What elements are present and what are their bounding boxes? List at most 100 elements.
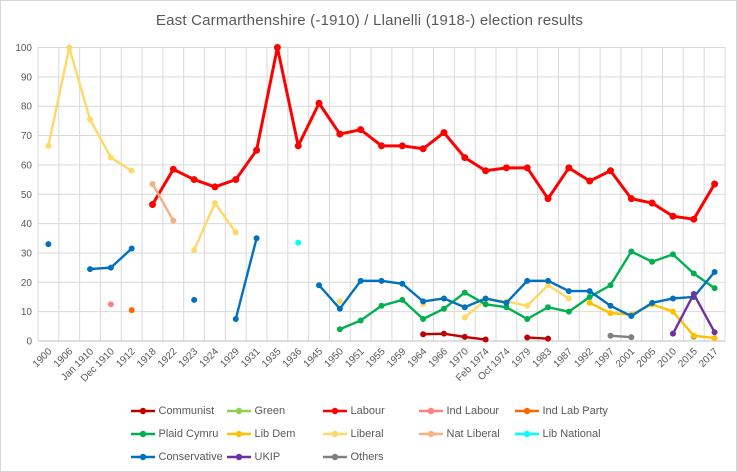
series-labour-marker bbox=[648, 199, 656, 207]
svg-text:1992: 1992 bbox=[572, 346, 596, 370]
legend-item-ukip: UKIP bbox=[226, 447, 322, 466]
chart-title: East Carmarthenshire (-1910) / Llanelli … bbox=[155, 12, 584, 29]
series-plaid-cymru-marker bbox=[607, 282, 614, 289]
legend-label-lib-national: Lib National bbox=[542, 427, 601, 440]
series-nat-liberal bbox=[149, 180, 177, 224]
series-plaid-cymru-marker bbox=[461, 289, 468, 296]
series-lib-dem-marker bbox=[607, 310, 614, 317]
series-labour-marker bbox=[607, 167, 614, 175]
series-communist-marker bbox=[420, 331, 427, 338]
series-communist-marker bbox=[440, 330, 447, 337]
series-liberal-marker bbox=[87, 116, 94, 123]
series-liberal-marker bbox=[128, 167, 135, 174]
series-labour-marker bbox=[315, 99, 323, 107]
series-plaid-cymru-marker bbox=[545, 304, 552, 311]
series-conservative-line bbox=[234, 237, 258, 321]
series-plaid-cymru-marker bbox=[378, 302, 385, 309]
series-ind-labour-marker bbox=[107, 301, 114, 308]
series-labour-marker bbox=[398, 142, 406, 150]
series-labour-marker bbox=[482, 167, 490, 175]
svg-text:1924: 1924 bbox=[198, 346, 222, 370]
series-liberal-marker bbox=[232, 229, 239, 236]
series-plaid-cymru-marker bbox=[649, 258, 656, 265]
series-conservative-marker bbox=[191, 296, 198, 303]
legend-item-green: Green bbox=[226, 401, 322, 420]
legend-marker-green bbox=[226, 407, 251, 414]
legend-item-plaid-cymru: Plaid Cymru bbox=[130, 424, 226, 443]
svg-text:1900: 1900 bbox=[31, 346, 55, 370]
svg-text:100: 100 bbox=[15, 43, 32, 54]
series-liberal-marker bbox=[191, 247, 198, 254]
svg-text:1923: 1923 bbox=[177, 346, 201, 370]
legend-item-others: Others bbox=[322, 447, 418, 466]
series-conservative-marker bbox=[545, 277, 552, 284]
legend-item-communist: Communist bbox=[130, 401, 226, 420]
legend: Communist Green Labour Ind Labour Ind Lab Pa… bbox=[1, 401, 736, 466]
legend-label-ind-lab-party: Ind Lab Party bbox=[542, 404, 608, 417]
series-conservative bbox=[45, 235, 718, 322]
series-others-marker bbox=[607, 332, 614, 339]
series-plaid-cymru-marker bbox=[440, 305, 447, 312]
svg-text:60: 60 bbox=[21, 160, 33, 171]
svg-text:1964: 1964 bbox=[406, 346, 430, 370]
legend-marker-lib-national bbox=[514, 430, 539, 437]
series-conservative-marker bbox=[482, 295, 489, 302]
series-conservative-marker bbox=[711, 269, 718, 276]
series-conservative-marker bbox=[399, 280, 406, 287]
legend-label-labour: Labour bbox=[350, 404, 385, 417]
svg-text:1966: 1966 bbox=[427, 346, 451, 370]
series-plaid-cymru-marker bbox=[565, 308, 572, 315]
series-plaid-cymru-marker bbox=[524, 315, 531, 322]
series-plaid-cymru-marker bbox=[586, 293, 593, 300]
series-liberal-marker bbox=[545, 282, 552, 289]
series-labour-marker bbox=[544, 195, 552, 203]
gridlines bbox=[37, 47, 726, 342]
series-labour-marker bbox=[669, 212, 677, 220]
legend-label-others: Others bbox=[350, 450, 384, 463]
series-communist-line bbox=[526, 336, 550, 340]
svg-text:1983: 1983 bbox=[531, 346, 555, 370]
series-labour-marker bbox=[461, 154, 469, 162]
series-ukip bbox=[669, 291, 718, 337]
series-labour-marker bbox=[232, 176, 240, 184]
series-labour-marker bbox=[169, 165, 177, 173]
series-ukip-line bbox=[671, 292, 716, 335]
series-nat-liberal-line bbox=[151, 182, 175, 222]
series-plaid-cymru-marker bbox=[399, 296, 406, 303]
legend-label-ukip: UKIP bbox=[254, 450, 281, 463]
legend-item-lib-national: Lib National bbox=[514, 424, 610, 443]
series-plaid-cymru-marker bbox=[420, 315, 427, 322]
series-conservative-marker bbox=[628, 313, 635, 320]
svg-text:1959: 1959 bbox=[385, 346, 409, 370]
series-labour-marker bbox=[523, 164, 531, 172]
svg-text:1929: 1929 bbox=[218, 346, 242, 370]
svg-text:20: 20 bbox=[21, 278, 33, 289]
series-labour-marker bbox=[627, 195, 635, 203]
series-conservative-marker bbox=[45, 241, 52, 248]
svg-text:1955: 1955 bbox=[364, 346, 388, 370]
series-liberal-marker bbox=[66, 44, 73, 51]
series-lib-national-marker bbox=[295, 239, 302, 246]
legend-item-ind-labour: Ind Labour bbox=[418, 401, 514, 420]
series-labour-marker bbox=[690, 215, 698, 223]
series-conservative-marker bbox=[420, 298, 427, 305]
series-labour-marker bbox=[294, 142, 302, 150]
series-conservative-marker bbox=[357, 277, 364, 284]
legend-marker-ind-lab-party bbox=[514, 407, 539, 414]
series-communist-marker bbox=[524, 334, 531, 341]
series-nat-liberal-marker bbox=[149, 180, 156, 187]
series-conservative-marker bbox=[107, 264, 114, 271]
series-conservative-marker bbox=[565, 288, 572, 295]
svg-text:2017: 2017 bbox=[697, 346, 721, 370]
series-liberal-marker bbox=[336, 298, 343, 305]
series-liberal-line bbox=[192, 201, 237, 252]
legend-marker-plaid-cymru bbox=[130, 430, 155, 437]
series-conservative-marker bbox=[128, 245, 135, 252]
series-labour-marker bbox=[419, 145, 427, 153]
series-conservative-marker bbox=[336, 305, 343, 312]
svg-text:10: 10 bbox=[21, 307, 33, 318]
series-conservative-marker bbox=[316, 282, 323, 289]
legend-label-nat-liberal: Nat Liberal bbox=[446, 427, 500, 440]
